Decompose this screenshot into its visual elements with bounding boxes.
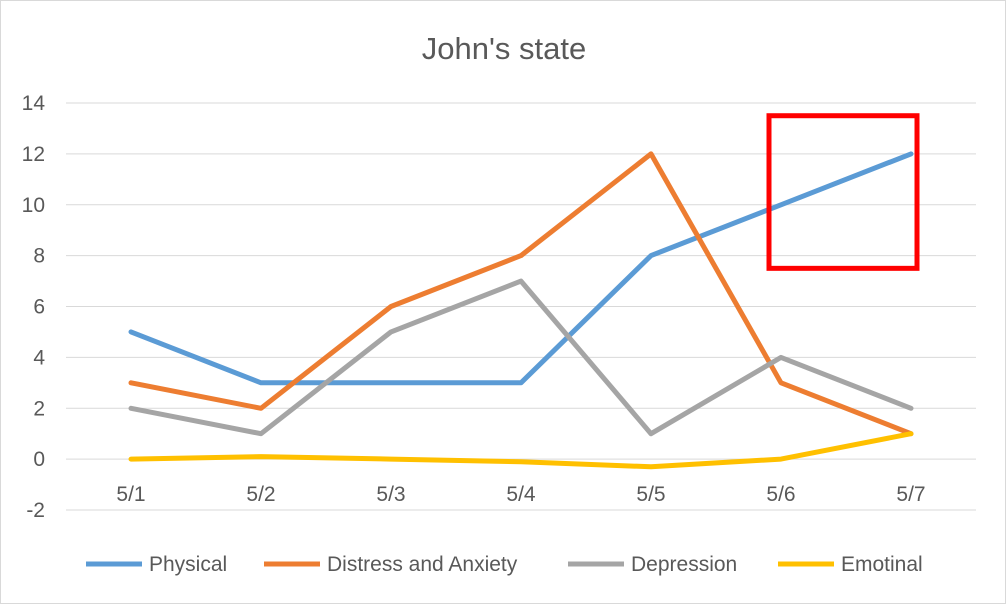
x-tick-label: 5/3 — [376, 483, 405, 506]
y-tick-label: 6 — [33, 296, 45, 319]
legend-label: Emotinal — [841, 553, 923, 576]
y-tick-label: 0 — [33, 448, 45, 471]
highlight-annotation — [766, 113, 920, 271]
y-axis-tick-labels: -2 0 2 4 6 8 10 12 14 — [22, 92, 46, 522]
x-tick-label: 5/5 — [636, 483, 665, 506]
legend-label: Distress and Anxiety — [327, 553, 518, 576]
series-line-1 — [128, 151, 914, 386]
y-tick-label: 14 — [22, 92, 46, 115]
y-tick-label: 2 — [33, 397, 45, 420]
legend-label: Depression — [631, 553, 737, 576]
x-tick-label: 5/1 — [116, 483, 145, 506]
series-lines — [128, 151, 914, 470]
y-tick-label: -2 — [26, 499, 45, 522]
x-tick-label: 5/7 — [896, 483, 925, 506]
series-line-3 — [128, 278, 914, 437]
y-tick-label: 10 — [22, 194, 45, 217]
series-line-4 — [128, 431, 914, 470]
x-tick-label: 5/2 — [246, 483, 275, 506]
chart-title: John's state — [422, 31, 586, 66]
x-tick-label: 5/4 — [506, 483, 536, 506]
x-axis-tick-labels: 5/1 5/2 5/3 5/4 5/5 5/6 5/7 — [116, 483, 925, 506]
series-line-2 — [128, 151, 914, 437]
x-tick-label: 5/6 — [766, 483, 795, 506]
y-tick-label: 12 — [22, 143, 45, 166]
y-tick-label: 4 — [33, 346, 45, 369]
highlight-box — [766, 113, 920, 271]
legend-label: Physical — [149, 553, 227, 576]
legend: Physical Distress and Anxiety Depression Em… — [86, 553, 923, 576]
y-tick-label: 8 — [33, 245, 45, 268]
